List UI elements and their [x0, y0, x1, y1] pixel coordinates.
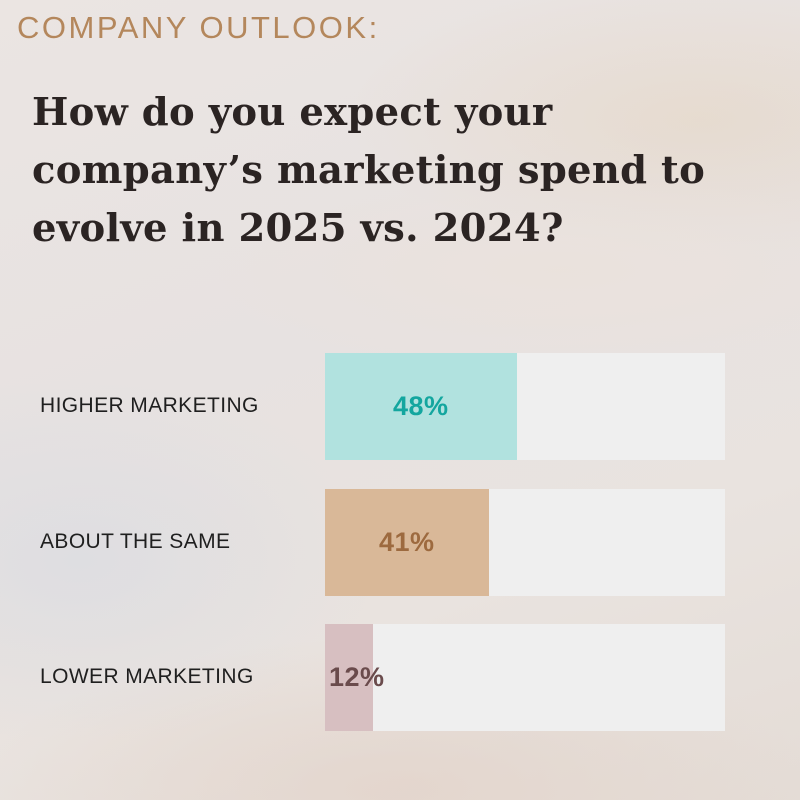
bar-category-label: ABOUT THE SAME	[40, 529, 231, 553]
bar-category-label: LOWER MARKETING	[40, 664, 254, 688]
bar	[325, 353, 517, 460]
bar	[325, 489, 489, 596]
eyebrow-label: COMPANY OUTLOOK:	[17, 10, 380, 45]
bar-value-label: 48%	[393, 391, 449, 421]
bar-category-label: HIGHER MARKETING	[40, 393, 259, 417]
bar-value-label: 12%	[329, 662, 385, 692]
bar	[325, 624, 373, 731]
chart-question-title: How do you expect your company’s marketi…	[32, 90, 706, 251]
bar-value-label: 41%	[379, 527, 435, 557]
bar-track: 48%	[325, 353, 725, 460]
bar-track: 12%	[325, 624, 725, 731]
bar-track: 41%	[325, 489, 725, 596]
